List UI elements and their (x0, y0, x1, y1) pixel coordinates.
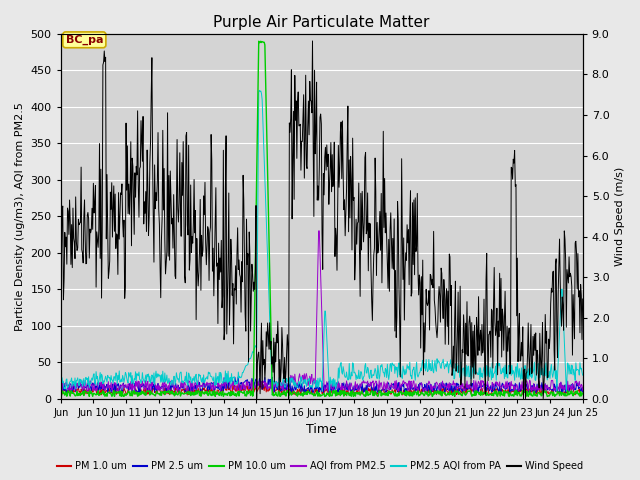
Y-axis label: Wind Speed (m/s): Wind Speed (m/s) (615, 167, 625, 266)
Text: BC_pa: BC_pa (66, 35, 103, 45)
Title: Purple Air Particulate Matter: Purple Air Particulate Matter (214, 15, 430, 30)
X-axis label: Time: Time (307, 423, 337, 436)
Legend: PM 1.0 um, PM 2.5 um, PM 10.0 um, AQI from PM2.5, PM2.5 AQI from PA, Wind Speed: PM 1.0 um, PM 2.5 um, PM 10.0 um, AQI fr… (53, 457, 587, 475)
Y-axis label: Particle Density (ug/m3), AQI from PM2.5: Particle Density (ug/m3), AQI from PM2.5 (15, 102, 25, 331)
